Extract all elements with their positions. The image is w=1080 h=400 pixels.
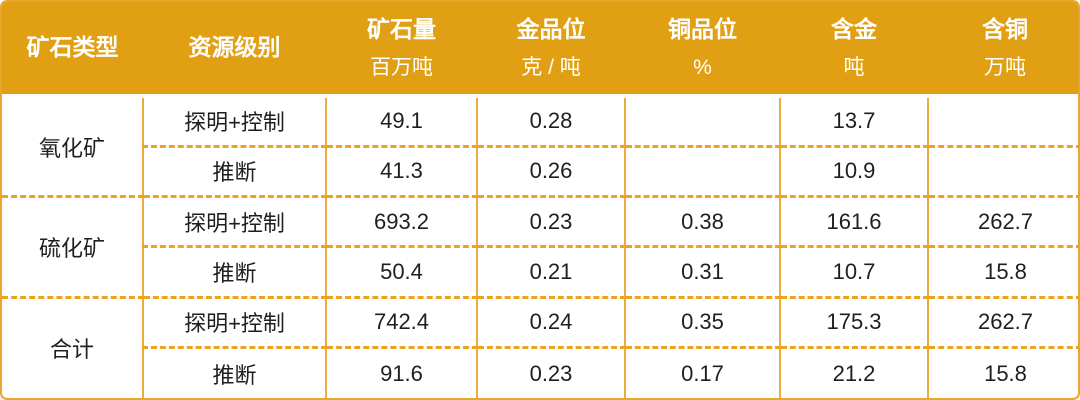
cell-resource-level: 探明+控制 [142, 195, 326, 247]
cell-resource-level: 探明+控制 [142, 295, 326, 348]
cell-copper-grade [624, 96, 780, 147]
header-ore-type-label: 矿石类型 [26, 34, 119, 60]
header-ore-tonnage-unit: 百万吨 [370, 56, 433, 79]
cell-copper-grade: 0.17 [624, 346, 780, 398]
cell-copper-grade [624, 144, 780, 197]
header-contained-copper: 含铜 万吨 [928, 2, 1078, 98]
cell-resource-level: 推断 [142, 245, 326, 298]
header-contained-gold: 含金 吨 [780, 2, 928, 98]
cell-gold-grade: 0.28 [476, 96, 625, 147]
cell-copper-grade: 0.31 [624, 245, 780, 298]
cell-ore-tonnage: 742.4 [325, 295, 477, 348]
cell-contained-copper: 262.7 [927, 295, 1078, 348]
cell-ore-tonnage: 50.4 [325, 245, 477, 298]
cell-ore-tonnage: 91.6 [325, 346, 477, 398]
header-resource-level-label: 资源级别 [188, 34, 281, 60]
table-row: 推断 91.6 0.23 0.17 21.2 15.8 [2, 346, 1078, 398]
header-contained-gold-label: 含金 [831, 16, 877, 42]
cell-ore-tonnage: 693.2 [325, 195, 477, 247]
cell-ore-type: 氧化矿 [38, 135, 105, 161]
header-copper-grade-label: 铜品位 [668, 16, 737, 42]
cell-contained-copper: 262.7 [927, 195, 1078, 247]
cell-contained-gold: 13.7 [779, 96, 928, 147]
cell-contained-gold: 21.2 [779, 346, 928, 398]
header-gold-grade-label: 金品位 [516, 16, 586, 42]
cell-contained-gold: 10.7 [779, 245, 928, 298]
header-ore-tonnage: 矿石量 百万吨 [326, 2, 477, 98]
cell-contained-copper: 15.8 [927, 245, 1078, 298]
cell-copper-grade: 0.38 [624, 195, 780, 247]
table-row: 硫化矿 探明+控制 693.2 0.23 0.38 161.6 262.7 [2, 195, 1078, 298]
header-ore-type: 矿石类型 [2, 2, 143, 98]
table-row: 推断 50.4 0.21 0.31 10.7 15.8 [2, 245, 1078, 298]
cell-contained-gold: 10.9 [779, 144, 928, 197]
cell-ore-type: 合计 [2, 295, 143, 398]
header-copper-grade-unit: % [693, 56, 712, 79]
header-resource-level: 资源级别 [143, 2, 326, 98]
cell-gold-grade: 0.21 [476, 245, 625, 298]
table-row: 氧化矿 探明+控制 49.1 0.28 13.7 [2, 96, 1078, 161]
table-row: 推断 41.3 0.26 10.9 [2, 144, 1078, 197]
header-contained-gold-unit: 吨 [843, 56, 865, 79]
cell-contained-copper [927, 96, 1078, 147]
cell-gold-grade: 0.23 [476, 346, 625, 398]
table-row: 合计 探明+控制 742.4 0.24 0.35 175.3 262.7 [2, 295, 1078, 398]
cell-resource-level: 探明+控制 [142, 96, 326, 147]
cell-resource-level: 推断 [142, 144, 326, 197]
header-row: 矿石类型 资源级别 矿石量 百万吨 金品位 克 / 吨 [2, 2, 1078, 98]
header-copper-grade: 铜品位 % [625, 2, 780, 98]
table-header: 矿石类型 资源级别 矿石量 百万吨 金品位 克 / 吨 [2, 2, 1078, 98]
cell-gold-grade: 0.24 [476, 295, 625, 348]
cell-contained-gold: 175.3 [779, 295, 928, 348]
header-gold-grade: 金品位 克 / 吨 [477, 2, 625, 98]
cell-contained-gold: 161.6 [779, 195, 928, 247]
cell-ore-tonnage: 49.1 [325, 96, 477, 147]
header-contained-copper-label: 含铜 [982, 16, 1028, 42]
cell-contained-copper: 15.8 [927, 346, 1078, 398]
cell-resource-level: 推断 [142, 346, 326, 398]
header-contained-copper-unit: 万吨 [984, 56, 1026, 79]
table-body: 氧化矿 探明+控制 49.1 0.28 13.7 推断 41.3 0.26 10… [2, 96, 1078, 398]
cell-copper-grade: 0.35 [624, 295, 780, 348]
cell-ore-type: 硫化矿 [2, 195, 143, 298]
header-ore-tonnage-label: 矿石量 [367, 16, 436, 42]
cell-gold-grade: 0.23 [476, 195, 625, 247]
cell-gold-grade: 0.26 [476, 144, 625, 197]
cell-contained-copper [927, 144, 1078, 197]
header-gold-grade-unit: 克 / 吨 [521, 56, 581, 79]
cell-ore-tonnage: 41.3 [325, 144, 477, 197]
